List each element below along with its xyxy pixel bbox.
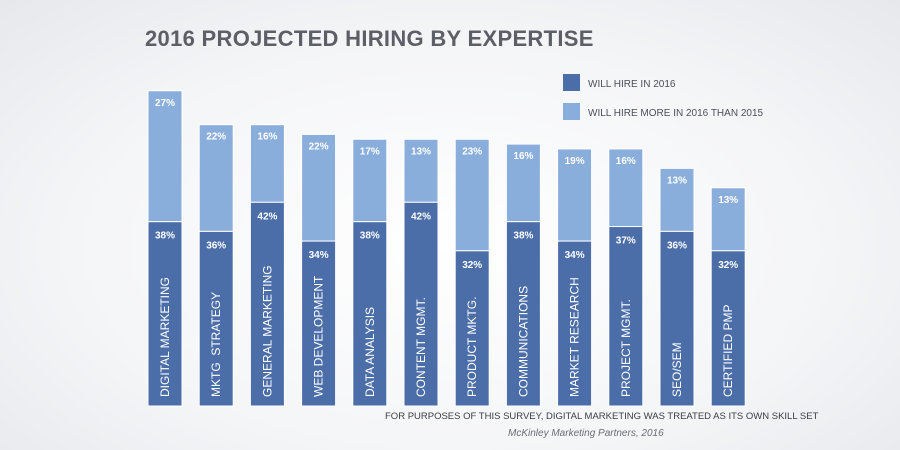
bar-will-hire-more-communications: [505, 143, 541, 223]
category-label-seo-sem: SEO/SEM: [670, 342, 684, 397]
bar-will-hire-market-research: [557, 240, 593, 407]
label-will-hire-more-content-mgmt: 13%: [411, 146, 431, 157]
label-will-hire-web-development: 34%: [309, 250, 329, 261]
bar-will-hire-more-certified-pmp: [710, 187, 746, 252]
label-will-hire-more-mktg-strategy: 22%: [206, 132, 226, 143]
label-will-hire-more-digital-marketing: 27%: [155, 98, 175, 109]
legend: WILL HIRE IN 2016 WILL HIRE MORE IN 2016…: [563, 74, 764, 120]
bar-will-hire-more-product-mktg: [454, 138, 490, 252]
bar-will-hire-mktg-strategy: [198, 230, 234, 407]
label-will-hire-mktg-strategy: 36%: [206, 240, 226, 251]
category-label-product-mktg: PRODUCT MKTG.: [465, 297, 479, 397]
label-will-hire-more-project-mgmt: 16%: [616, 156, 636, 167]
category-label-mktg-strategy: MKTG STRATEGY: [209, 292, 223, 397]
label-will-hire-more-seo-sem: 13%: [667, 175, 687, 186]
legend-label-will-hire: WILL HIRE IN 2016: [588, 79, 676, 90]
bar-will-hire-seo-sem: [659, 230, 695, 407]
label-will-hire-more-market-research: 19%: [565, 156, 585, 167]
bar-will-hire-project-mgmt: [608, 226, 644, 407]
bar-will-hire-data-analysis: [352, 221, 388, 407]
category-label-data-analysis: DATA ANALYSIS: [363, 307, 377, 397]
bar-will-hire-more-project-mgmt: [608, 148, 644, 228]
label-will-hire-product-mktg: 32%: [462, 260, 482, 271]
category-label-web-development: WEB DEVELOPMENT: [312, 275, 326, 397]
label-will-hire-content-mgmt: 42%: [411, 211, 431, 222]
label-will-hire-general-marketing: 42%: [257, 211, 277, 222]
chart-title: 2016 PROJECTED HIRING BY EXPERTISE: [145, 26, 594, 51]
category-label-certified-pmp: CERTIFIED PMP: [721, 305, 735, 397]
label-will-hire-more-communications: 16%: [513, 151, 533, 162]
label-will-hire-market-research: 34%: [565, 250, 585, 261]
legend-swatch-will-hire: [563, 74, 580, 91]
bar-will-hire-web-development: [301, 240, 337, 407]
label-will-hire-communications: 38%: [513, 231, 533, 242]
label-will-hire-seo-sem: 36%: [667, 240, 687, 251]
bar-will-hire-general-marketing: [249, 201, 285, 407]
label-will-hire-more-product-mktg: 23%: [462, 146, 482, 157]
bar-will-hire-digital-marketing: [147, 221, 183, 407]
bar-will-hire-more-content-mgmt: [403, 138, 439, 203]
bar-will-hire-content-mgmt: [403, 201, 439, 407]
label-will-hire-certified-pmp: 32%: [718, 260, 738, 271]
bar-will-hire-communications: [505, 221, 541, 407]
label-will-hire-more-data-analysis: 17%: [360, 146, 380, 157]
category-label-digital-marketing: DIGITAL MARKETING: [158, 277, 172, 397]
label-will-hire-digital-marketing: 38%: [155, 231, 175, 242]
legend-label-will-hire-more: WILL HIRE MORE IN 2016 THAN 2015: [588, 108, 764, 119]
legend-swatch-will-hire-more: [563, 103, 580, 120]
bar-will-hire-more-digital-marketing: [147, 90, 183, 223]
bar-will-hire-more-data-analysis: [352, 138, 388, 223]
bars: 27% 38% DIGITAL MARKETING 22% 36% MKTG STRATE…: [147, 90, 746, 407]
label-will-hire-more-certified-pmp: 13%: [718, 195, 738, 206]
footnote: FOR PURPOSES OF THIS SURVEY, DIGITAL MAR…: [385, 411, 819, 422]
category-label-general-marketing: GENERAL MARKETING: [260, 265, 274, 397]
label-will-hire-more-general-marketing: 16%: [257, 132, 277, 143]
bar-will-hire-more-mktg-strategy: [198, 124, 234, 232]
category-label-market-research: MARKET RESEARCH: [568, 277, 582, 397]
category-label-content-mgmt: CONTENT MGMT.: [414, 297, 428, 397]
label-will-hire-project-mgmt: 37%: [616, 236, 636, 247]
category-label-project-mgmt: PROJECT MGMT.: [619, 299, 633, 397]
bar-will-hire-product-mktg: [454, 250, 490, 407]
label-will-hire-more-web-development: 22%: [309, 141, 329, 152]
bar-will-hire-certified-pmp: [710, 250, 746, 407]
category-label-communications: COMMUNICATIONS: [516, 286, 530, 397]
label-will-hire-data-analysis: 38%: [360, 231, 380, 242]
bar-will-hire-more-seo-sem: [659, 167, 695, 232]
source-credit: McKinley Marketing Partners, 2016: [508, 428, 664, 439]
bar-will-hire-more-market-research: [557, 148, 593, 242]
